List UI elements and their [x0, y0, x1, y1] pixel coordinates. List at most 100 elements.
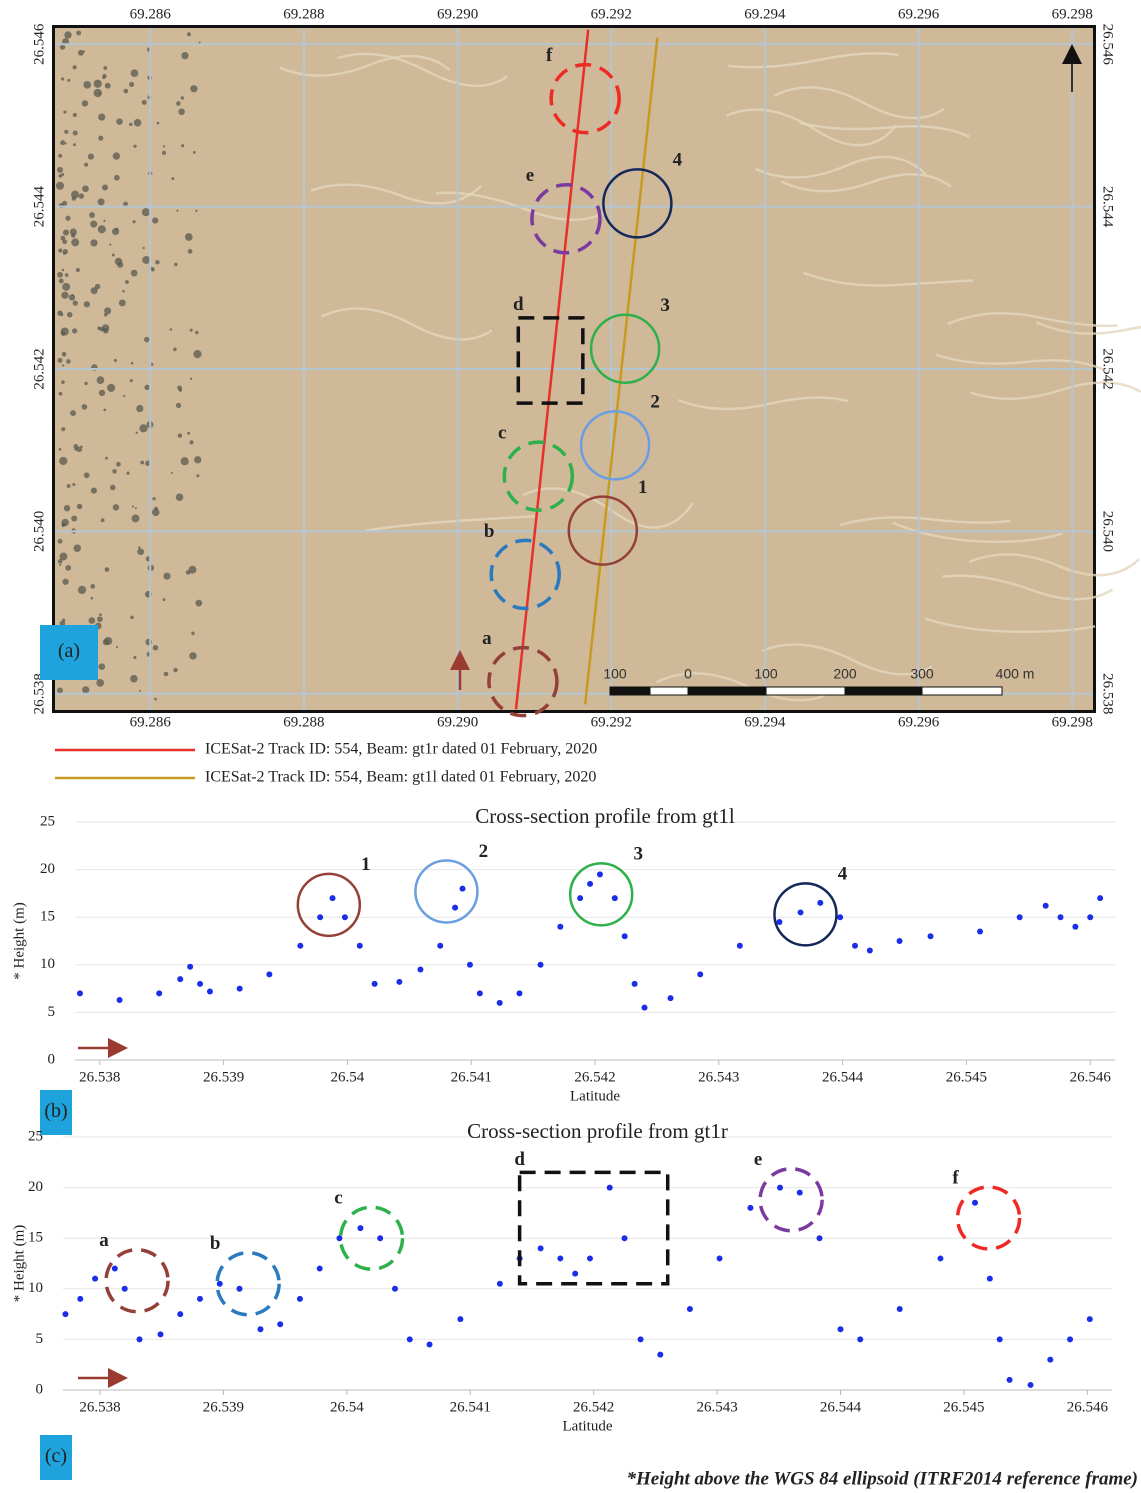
terrain-dot: [118, 299, 126, 307]
y-tick-label-right: 26.544: [1100, 186, 1116, 228]
terrain-dot: [57, 357, 63, 363]
panel-badge: [40, 1090, 72, 1135]
data-point: [667, 995, 674, 1002]
terrain-dot: [186, 32, 191, 37]
x-tick-label: 26.538: [79, 1069, 120, 1085]
data-point: [747, 1204, 754, 1211]
terrain-dot: [112, 469, 117, 474]
annotation-circle: [773, 882, 838, 947]
terrain-dot: [76, 30, 82, 36]
annotation-circle: [104, 1247, 170, 1314]
terrain-dot: [195, 599, 203, 607]
terrain-dot: [190, 85, 198, 93]
data-point: [896, 938, 903, 944]
y-tick-label: 10: [40, 956, 55, 972]
annotation-circle: [296, 872, 362, 938]
terrain-dot: [188, 565, 197, 574]
terrain-dot: [152, 497, 156, 501]
terrain-dot: [64, 273, 69, 277]
terrain-dot: [90, 239, 98, 247]
terrain-dot: [133, 655, 137, 660]
terrain-dot: [195, 330, 199, 335]
data-point: [537, 961, 544, 968]
data-point: [157, 1331, 164, 1338]
annotation-circle: [955, 1185, 1022, 1251]
terrain-dot: [65, 565, 72, 571]
data-point: [77, 1295, 84, 1302]
terrain-dot: [133, 119, 142, 127]
x-tick-label: 26.541: [451, 1069, 492, 1085]
x-tick-label: 26.542: [574, 1069, 615, 1085]
terrain-dot: [114, 257, 123, 266]
terrain-dot: [98, 389, 106, 397]
data-point: [937, 1255, 944, 1262]
terrain-dot: [66, 359, 71, 364]
terrain-dot: [170, 471, 173, 474]
y-tick-label: 20: [28, 1179, 43, 1195]
terrain-dot: [104, 307, 112, 315]
terrain-dot: [57, 271, 63, 278]
dune-ridge: [677, 396, 849, 411]
terrain-dot: [193, 350, 202, 359]
dune-ridge: [310, 183, 482, 205]
x-tick-label: 26.546: [1067, 1399, 1109, 1415]
panel-label: (a): [58, 640, 80, 662]
y-tick-label: 15: [28, 1230, 43, 1246]
terrain-dot: [83, 472, 90, 479]
data-point: [466, 961, 473, 968]
scale-segment: [765, 686, 846, 696]
dune-ridge: [942, 574, 1114, 601]
terrain-dot: [177, 433, 183, 438]
x-tick-label-bottom: 69.294: [744, 714, 786, 730]
annotation-label: b: [210, 1233, 221, 1254]
data-point: [1072, 923, 1079, 930]
terrain-dot: [139, 689, 142, 692]
data-point: [62, 1311, 69, 1318]
data-point: [76, 990, 83, 997]
terrain-dot: [64, 142, 67, 145]
terrain-dot: [62, 282, 71, 291]
data-point: [341, 914, 348, 921]
x-axis-label: Latitude: [570, 1088, 620, 1104]
chart-title: Cross-section profile from gt1l: [475, 804, 735, 828]
data-point: [336, 1235, 343, 1242]
terrain-dot: [100, 518, 105, 523]
data-point: [837, 1326, 844, 1333]
terrain-dot: [82, 50, 86, 53]
x-tick-label: 26.546: [1070, 1069, 1112, 1085]
dune-ridge: [321, 307, 493, 341]
data-point: [197, 980, 204, 987]
terrain-dot: [55, 181, 65, 190]
terrain-dot: [178, 388, 183, 392]
annotation-circle: [567, 495, 639, 566]
data-point: [631, 980, 638, 987]
y-tick-label-left: 26.546: [31, 23, 47, 65]
terrain-dot: [156, 121, 160, 125]
data-point: [92, 1275, 99, 1282]
x-tick-label: 26.542: [573, 1399, 614, 1415]
terrain-dot: [104, 636, 113, 646]
terrain-dot: [75, 267, 80, 273]
annotation-circle: [215, 1250, 281, 1317]
scale-label: 100: [603, 666, 627, 682]
data-point: [572, 1270, 579, 1277]
terrain-dot: [134, 507, 137, 510]
terrain-dot: [104, 82, 111, 89]
footnote: *Height above the WGS 84 ellipsoid (ITRF…: [626, 1468, 1138, 1489]
terrain-dot: [109, 243, 112, 246]
annotation-label: e: [754, 1149, 762, 1170]
data-point: [817, 899, 824, 906]
y-tick-label: 0: [36, 1381, 44, 1397]
scale-label: 100: [754, 666, 778, 682]
track-line: [514, 29, 590, 710]
terrain-dot: [96, 679, 105, 687]
terrain-dot: [68, 294, 76, 301]
terrain-dot: [187, 248, 193, 254]
data-point: [557, 923, 564, 930]
data-point: [1097, 895, 1104, 902]
scale-segment: [687, 686, 767, 696]
legend-label: ICESat-2 Track ID: 554, Beam: gt1r dated…: [205, 741, 597, 758]
terrain-dot: [97, 616, 103, 623]
terrain-dot: [142, 256, 151, 264]
terrain-dot: [124, 280, 129, 285]
